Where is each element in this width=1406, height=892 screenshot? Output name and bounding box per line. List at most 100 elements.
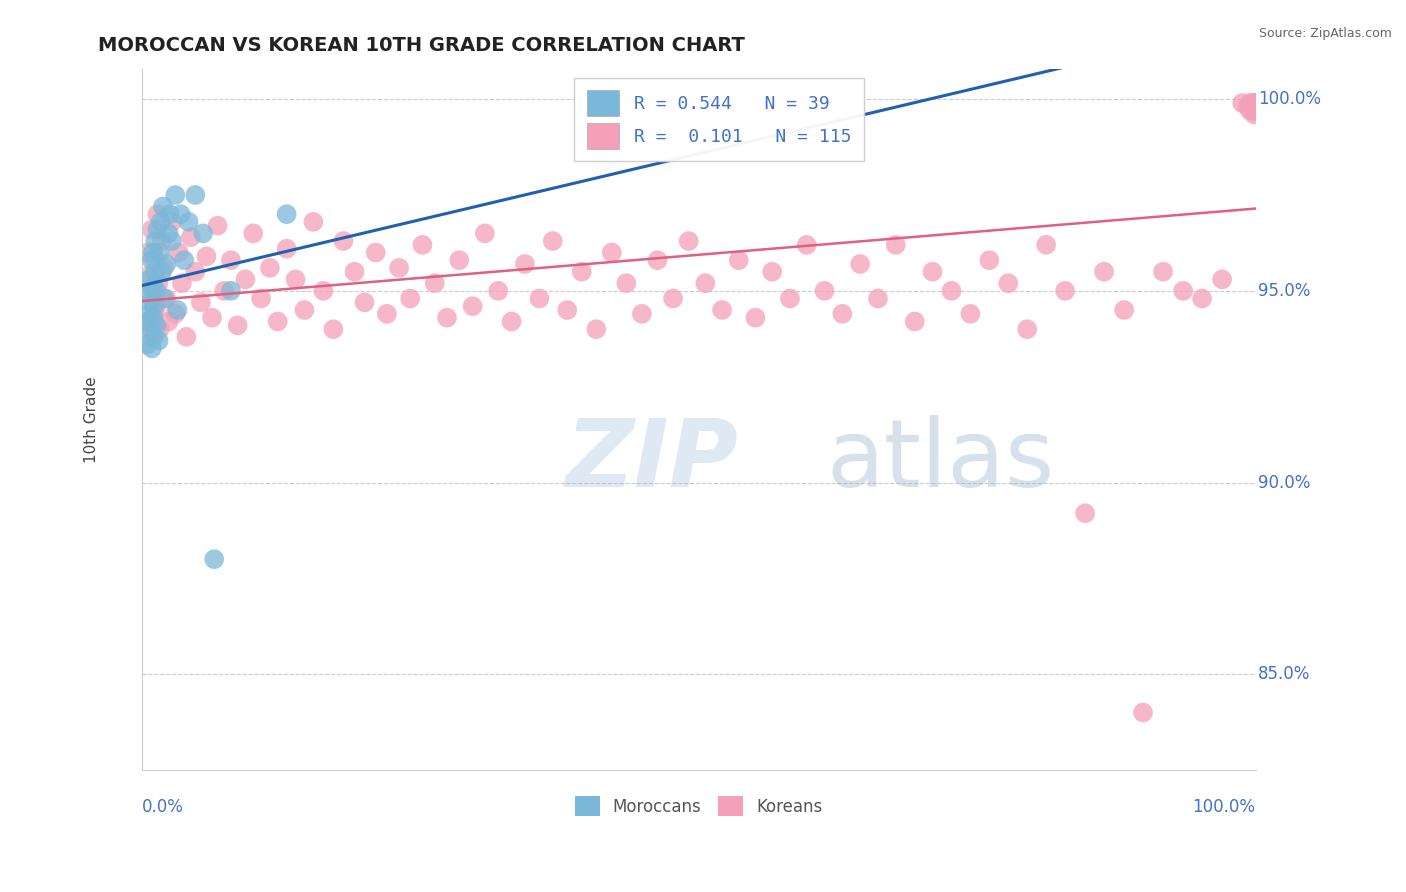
Point — [501, 314, 523, 328]
Point — [146, 207, 169, 221]
Point — [979, 253, 1001, 268]
Point — [176, 330, 198, 344]
Point — [138, 287, 160, 301]
Point — [180, 230, 202, 244]
Text: MOROCCAN VS KOREAN 10TH GRADE CORRELATION CHART: MOROCCAN VS KOREAN 10TH GRADE CORRELATIO… — [98, 36, 745, 54]
Point — [1171, 284, 1194, 298]
Point — [149, 322, 172, 336]
Point — [541, 234, 564, 248]
Point — [201, 310, 224, 325]
Point — [486, 284, 509, 298]
Point — [1243, 100, 1265, 114]
Point — [411, 237, 433, 252]
Point — [138, 307, 160, 321]
Point — [155, 257, 177, 271]
Point — [202, 552, 225, 566]
Point — [160, 234, 183, 248]
Point — [219, 284, 242, 298]
Point — [276, 207, 298, 221]
Point — [190, 295, 212, 310]
Point — [191, 227, 214, 241]
Point — [921, 265, 943, 279]
Point — [1241, 100, 1264, 114]
Point — [529, 292, 551, 306]
Point — [711, 303, 734, 318]
Point — [631, 307, 654, 321]
Point — [1243, 100, 1265, 114]
Point — [160, 215, 183, 229]
Point — [143, 307, 166, 321]
Text: 0.0%: 0.0% — [142, 798, 184, 816]
Point — [796, 237, 818, 252]
Point — [1211, 272, 1233, 286]
Point — [332, 234, 354, 248]
Text: 100.0%: 100.0% — [1192, 798, 1256, 816]
Point — [219, 253, 242, 268]
Text: 95.0%: 95.0% — [1258, 282, 1310, 300]
Text: 85.0%: 85.0% — [1258, 665, 1310, 683]
Point — [761, 265, 783, 279]
Point — [959, 307, 981, 321]
Point — [388, 260, 411, 275]
Point — [170, 207, 193, 221]
Point — [226, 318, 249, 333]
Point — [250, 292, 273, 306]
Point — [695, 276, 717, 290]
Point — [149, 215, 172, 229]
Point — [148, 334, 170, 348]
Point — [143, 253, 166, 268]
Point — [173, 253, 195, 268]
Point — [312, 284, 335, 298]
Point — [1017, 322, 1039, 336]
Point — [139, 322, 162, 336]
Point — [779, 292, 801, 306]
Point — [662, 292, 685, 306]
Point — [461, 299, 484, 313]
Point — [165, 307, 187, 321]
Point — [235, 272, 257, 286]
Point — [139, 295, 162, 310]
Point — [212, 284, 235, 298]
Point — [343, 265, 366, 279]
Point — [150, 265, 173, 279]
Point — [145, 299, 167, 313]
Point — [141, 342, 163, 356]
Point — [1243, 95, 1265, 110]
Point — [284, 272, 307, 286]
Point — [436, 310, 458, 325]
Point — [143, 234, 166, 248]
Point — [146, 222, 169, 236]
Point — [1239, 103, 1261, 118]
Text: ZIP: ZIP — [565, 416, 738, 508]
Point — [1243, 95, 1265, 110]
Point — [145, 318, 167, 333]
Point — [170, 276, 193, 290]
Point — [143, 299, 166, 313]
Point — [207, 219, 229, 233]
Point — [1236, 100, 1258, 114]
Text: Source: ZipAtlas.com: Source: ZipAtlas.com — [1258, 27, 1392, 40]
Point — [136, 337, 159, 351]
Point — [353, 295, 375, 310]
Point — [153, 292, 176, 306]
Point — [813, 284, 835, 298]
Point — [136, 245, 159, 260]
Point — [513, 257, 536, 271]
Point — [184, 188, 207, 202]
Point — [148, 276, 170, 290]
Point — [1243, 103, 1265, 118]
Point — [1092, 265, 1115, 279]
Point — [142, 284, 165, 298]
Point — [1241, 103, 1264, 118]
Text: 10th Grade: 10th Grade — [84, 376, 100, 463]
Point — [941, 284, 963, 298]
Point — [1191, 292, 1213, 306]
Point — [141, 253, 163, 268]
Point — [1243, 95, 1265, 110]
Point — [744, 310, 766, 325]
Point — [884, 237, 907, 252]
Point — [1054, 284, 1077, 298]
Point — [150, 234, 173, 248]
Point — [145, 284, 167, 298]
Point — [1243, 103, 1265, 118]
